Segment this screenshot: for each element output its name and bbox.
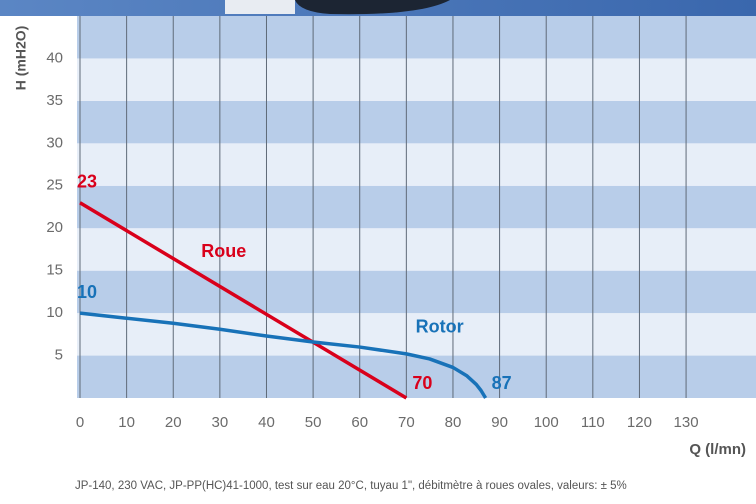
y-tick-label: 35: [46, 92, 63, 109]
y-tick-label: 20: [46, 219, 63, 236]
x-tick-label: 130: [674, 414, 699, 431]
x-tick-label: 110: [581, 414, 605, 431]
x-tick-label: 60: [351, 414, 368, 431]
y-tick-label: 25: [46, 177, 63, 194]
x-tick-label: 0: [76, 414, 84, 431]
x-tick-label: 10: [118, 414, 135, 431]
x-tick-label: 20: [165, 414, 182, 431]
y-tick-label: 10: [46, 304, 63, 321]
x-tick-label: 120: [627, 414, 652, 431]
y-tick-label: 40: [46, 49, 63, 66]
plot-area: [77, 16, 756, 398]
grid-band: [77, 16, 756, 58]
x-tick-label: 70: [398, 414, 415, 431]
end-label: 70: [412, 373, 432, 393]
y-axis-label: H (mH2O): [13, 26, 29, 91]
series-label: Roue: [201, 241, 246, 261]
x-tick-label: 50: [305, 414, 322, 431]
x-tick-label: 100: [534, 414, 559, 431]
start-label: 10: [77, 282, 97, 302]
end-label: 87: [492, 373, 512, 393]
y-tick-label: 15: [46, 262, 63, 279]
x-axis-label: Q (l/mn): [689, 441, 746, 458]
series-label: Rotor: [416, 317, 464, 337]
grid-band: [77, 186, 756, 228]
grid-band: [77, 228, 756, 270]
grid-band: [77, 143, 756, 185]
photo-part: [225, 0, 295, 14]
x-tick-label: 30: [212, 414, 229, 431]
y-tick-label: 30: [46, 134, 63, 151]
y-tick-label: 5: [55, 347, 63, 364]
x-tick-label: 90: [491, 414, 508, 431]
x-tick-label: 40: [258, 414, 275, 431]
chart: H (mH2O) Q (l/mn) JP-140, 230 VAC, JP-PP…: [0, 0, 756, 504]
grid-band: [77, 271, 756, 313]
caption: JP-140, 230 VAC, JP-PP(HC)41-1000, test …: [75, 480, 627, 492]
grid-band: [77, 58, 756, 100]
grid-band: [77, 101, 756, 143]
start-label: 23: [77, 172, 97, 192]
x-tick-label: 80: [445, 414, 462, 431]
